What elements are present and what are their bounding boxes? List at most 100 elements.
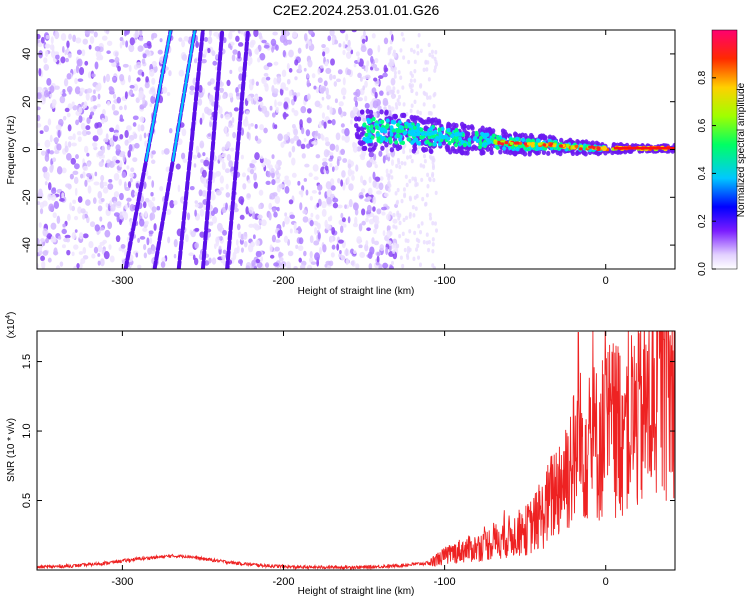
ridge-blob bbox=[428, 131, 433, 137]
noise-speckle bbox=[124, 186, 131, 192]
noise-speckle bbox=[78, 115, 83, 123]
noise-speckle bbox=[261, 162, 266, 168]
noise-speckle bbox=[67, 53, 72, 59]
noise-speckle bbox=[65, 183, 72, 188]
noise-speckle bbox=[208, 221, 214, 226]
noise-speckle bbox=[431, 249, 435, 254]
noise-speckle bbox=[47, 257, 52, 263]
noise-speckle bbox=[418, 110, 422, 116]
ridge-blob bbox=[357, 139, 363, 146]
noise-speckle bbox=[348, 183, 354, 191]
noise-speckle bbox=[347, 216, 351, 224]
noise-speckle bbox=[312, 220, 319, 226]
noise-speckle bbox=[119, 36, 124, 42]
noise-speckle bbox=[388, 241, 392, 247]
noise-speckle bbox=[70, 157, 77, 165]
noise-speckle bbox=[329, 30, 335, 37]
ridge-blob bbox=[401, 112, 407, 119]
noise-speckle bbox=[399, 255, 403, 260]
noise-speckle bbox=[377, 75, 384, 79]
noise-speckle bbox=[433, 221, 437, 226]
noise-speckle bbox=[326, 196, 332, 205]
noise-speckle bbox=[94, 61, 99, 70]
noise-speckle bbox=[139, 116, 145, 123]
noise-speckle bbox=[194, 209, 197, 217]
noise-speckle bbox=[247, 179, 251, 184]
noise-speckle bbox=[189, 185, 195, 191]
noise-speckle bbox=[274, 239, 281, 243]
noise-speckle bbox=[97, 93, 101, 100]
ridge-blob bbox=[366, 119, 371, 124]
noise-speckle bbox=[415, 247, 419, 252]
noise-speckle bbox=[340, 212, 344, 219]
noise-speckle bbox=[139, 236, 146, 240]
noise-speckle bbox=[369, 101, 374, 110]
noise-speckle bbox=[130, 189, 136, 198]
noise-speckle bbox=[105, 73, 111, 83]
noise-speckle bbox=[401, 145, 405, 150]
noise-speckle bbox=[270, 38, 277, 47]
noise-speckle bbox=[255, 250, 262, 258]
ridge-blob bbox=[463, 150, 468, 156]
noise-speckle bbox=[314, 130, 319, 137]
noise-speckle bbox=[37, 142, 40, 147]
noise-speckle bbox=[53, 247, 58, 256]
noise-speckle bbox=[149, 237, 153, 245]
noise-speckle bbox=[379, 90, 384, 96]
ridge-blob bbox=[407, 137, 412, 142]
noise-speckle bbox=[245, 265, 251, 269]
noise-speckle bbox=[72, 170, 79, 176]
noise-speckle bbox=[339, 30, 346, 34]
ridge-blob bbox=[391, 128, 396, 133]
noise-speckle bbox=[64, 145, 69, 153]
noise-speckle bbox=[197, 152, 201, 159]
noise-speckle bbox=[388, 49, 392, 55]
noise-speckle bbox=[200, 159, 205, 163]
noise-speckle bbox=[408, 229, 412, 234]
noise-speckle bbox=[194, 200, 198, 204]
noise-speckle bbox=[108, 244, 112, 250]
noise-speckle bbox=[207, 133, 211, 137]
noise-speckle bbox=[360, 45, 367, 53]
ridge-blob bbox=[478, 144, 483, 150]
noise-speckle bbox=[47, 193, 52, 201]
ridge-blob bbox=[454, 127, 459, 133]
noise-speckle bbox=[342, 77, 346, 86]
ridge-blob bbox=[470, 125, 475, 131]
ridge-blob bbox=[392, 120, 397, 125]
ridge-blob bbox=[546, 150, 551, 156]
noise-speckle bbox=[96, 56, 102, 61]
noise-speckle bbox=[324, 136, 329, 143]
noise-speckle bbox=[269, 244, 273, 253]
noise-speckle bbox=[402, 102, 406, 107]
ridge-blob bbox=[368, 109, 374, 115]
noise-speckle bbox=[240, 154, 244, 160]
x-tick-label: -300 bbox=[111, 275, 133, 287]
noise-speckle bbox=[293, 109, 299, 117]
noise-speckle bbox=[235, 35, 240, 42]
noise-speckle bbox=[126, 125, 132, 132]
noise-speckle bbox=[46, 77, 52, 86]
noise-speckle bbox=[425, 232, 429, 237]
noise-speckle bbox=[390, 159, 395, 167]
noise-speckle bbox=[361, 38, 366, 44]
colorbar-tick-label: 0.8 bbox=[697, 70, 708, 84]
ridge-blob bbox=[565, 143, 570, 147]
noise-speckle bbox=[226, 79, 231, 87]
noise-speckle bbox=[111, 103, 116, 111]
noise-speckle bbox=[408, 197, 412, 202]
noise-speckle bbox=[86, 88, 93, 94]
noise-speckle bbox=[66, 237, 71, 243]
noise-speckle bbox=[105, 30, 110, 35]
noise-speckle bbox=[98, 199, 102, 204]
noise-speckle bbox=[400, 32, 404, 37]
noise-speckle bbox=[340, 123, 345, 128]
ridge-blob bbox=[389, 132, 394, 137]
noise-speckle bbox=[338, 106, 342, 115]
noise-speckle bbox=[324, 47, 330, 54]
ridge-blob bbox=[412, 138, 417, 144]
noise-speckle bbox=[329, 73, 333, 81]
noise-speckle bbox=[116, 214, 120, 223]
noise-speckle bbox=[103, 181, 108, 187]
noise-speckle bbox=[278, 251, 282, 259]
